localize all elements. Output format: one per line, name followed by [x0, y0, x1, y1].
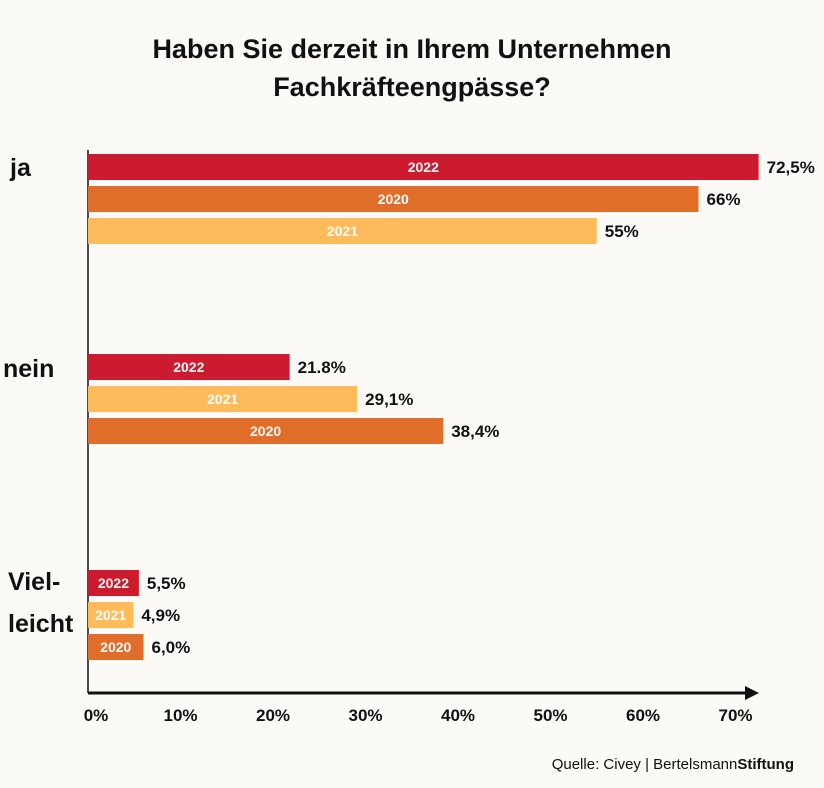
- category-label: ja: [9, 154, 32, 182]
- bar-value-label: 66%: [707, 190, 741, 209]
- bar-year-label: 2020: [250, 423, 281, 439]
- bar: [88, 386, 358, 412]
- x-tick-label: 30%: [348, 706, 382, 725]
- category-label: Viel-: [8, 568, 60, 596]
- bar: [88, 634, 144, 660]
- bar-year-label: 2021: [207, 391, 238, 407]
- bar-value-label: 72,5%: [767, 158, 815, 177]
- x-tick-label: 60%: [626, 706, 660, 725]
- bar-year-label: 2021: [95, 607, 126, 623]
- chart-title-line-1: Haben Sie derzeit in Ihrem Unternehmen: [152, 34, 672, 64]
- bar: [88, 186, 699, 212]
- bar: [88, 154, 759, 180]
- x-tick-label: 0%: [84, 706, 109, 725]
- category-label: nein: [3, 355, 54, 383]
- bar: [88, 218, 597, 244]
- bar-value-label: 6,0%: [152, 638, 191, 657]
- bar-year-label: 2022: [173, 359, 204, 375]
- bar-year-label: 2022: [98, 575, 129, 591]
- bar-year-label: 2021: [327, 223, 358, 239]
- bar-value-label: 5,5%: [147, 574, 186, 593]
- bar: [88, 602, 134, 628]
- x-tick-label: 50%: [533, 706, 567, 725]
- bar-value-label: 29,1%: [365, 390, 413, 409]
- chart-title: Haben Sie derzeit in Ihrem Unternehmen F…: [0, 30, 824, 106]
- bar-year-label: 2020: [378, 191, 409, 207]
- source-brand: Stiftung: [737, 756, 794, 773]
- x-axis-arrow: [745, 686, 759, 700]
- x-tick-label: 40%: [441, 706, 475, 725]
- bar-value-label: 38,4%: [451, 422, 499, 441]
- bar: [88, 418, 444, 444]
- x-tick-label: 10%: [163, 706, 197, 725]
- chart-title-line-2: Fachkräfteengpässe?: [273, 72, 551, 102]
- source-note: Quelle: Civey | BertelsmannStiftung: [552, 756, 794, 773]
- bar-value-label: 21.8%: [298, 358, 346, 377]
- source-prefix: Quelle: Civey | Bertelsmann: [551, 756, 738, 773]
- category-label: leicht: [8, 610, 74, 638]
- bar-value-label: 55%: [605, 222, 639, 241]
- bar-year-label: 2020: [100, 639, 131, 655]
- bar-year-label: 2022: [408, 159, 439, 175]
- bar-value-label: 4,9%: [141, 606, 180, 625]
- x-tick-label: 20%: [256, 706, 290, 725]
- bar: [88, 354, 290, 380]
- x-tick-label: 70%: [718, 706, 752, 725]
- bar: [88, 570, 139, 596]
